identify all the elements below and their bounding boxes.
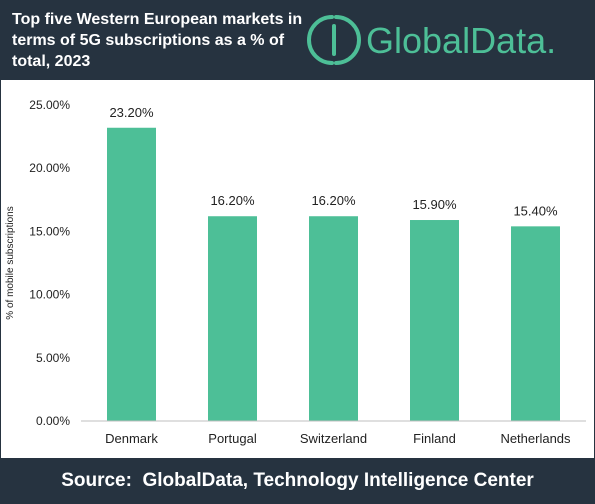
y-axis-title: % of mobile subscriptions: [5, 206, 16, 319]
bar-netherlands: [511, 226, 560, 421]
bar-value-label: 16.20%: [311, 193, 356, 208]
bars: [107, 127, 560, 421]
x-tick-label: Netherlands: [500, 431, 571, 446]
y-tick-label: 0.00%: [36, 414, 70, 428]
footer-banner: Source: GlobalData, Technology Intellige…: [0, 458, 595, 504]
x-axis: Denmark Portugal Switzerland Finland Netherl…: [105, 431, 571, 446]
chart-panel: 0.00% 5.00% 10.00% 15.00% 20.00% 25.00% 23.20…: [0, 80, 595, 458]
source-note: Source: GlobalData, Technology Intellige…: [61, 470, 534, 491]
bar-denmark: [107, 127, 156, 421]
bar-portugal: [208, 216, 257, 421]
bar-chart: 0.00% 5.00% 10.00% 15.00% 20.00% 25.00% 23.20…: [5, 98, 586, 446]
globaldata-logo: GlobalData.: [307, 15, 556, 65]
y-tick-label: 25.00%: [29, 98, 70, 112]
y-tick-label: 15.00%: [29, 224, 70, 238]
logo-wordmark: GlobalData.: [366, 20, 556, 61]
x-tick-label: Switzerland: [300, 431, 367, 446]
bar-finland: [410, 220, 459, 421]
x-tick-label: Denmark: [105, 431, 158, 446]
y-tick-label: 10.00%: [29, 288, 70, 302]
logo-icon: [307, 15, 361, 65]
header-banner: Top five Western European markets in ter…: [0, 0, 595, 80]
bar-switzerland: [309, 216, 358, 421]
x-tick-label: Finland: [413, 431, 456, 446]
bar-value-label: 15.40%: [513, 203, 558, 218]
bar-value-label: 16.20%: [210, 193, 255, 208]
bar-value-label: 15.90%: [412, 197, 457, 212]
y-tick-label: 5.00%: [36, 351, 70, 365]
x-tick-label: Portugal: [208, 431, 257, 446]
bar-value-label: 23.20%: [109, 105, 154, 120]
y-tick-label: 20.00%: [29, 161, 70, 175]
y-axis: 0.00% 5.00% 10.00% 15.00% 20.00% 25.00%: [29, 98, 70, 428]
data-labels: 23.20% 16.20% 16.20% 15.90% 15.40%: [109, 105, 558, 219]
chart-title: Top five Western European markets in ter…: [12, 11, 303, 70]
